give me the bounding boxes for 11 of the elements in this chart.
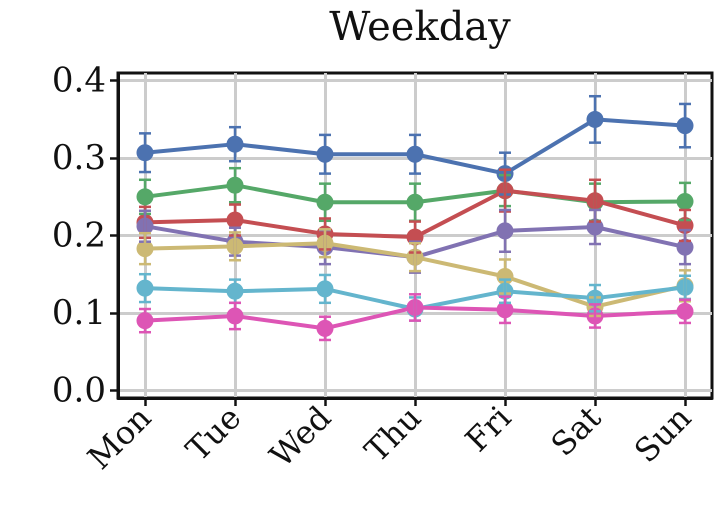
y-tick-label: 0.4 — [52, 60, 106, 101]
x-tick-label: Fri — [458, 398, 518, 460]
y-tick-label: 0.3 — [52, 138, 106, 178]
y-tick-label: 0.2 — [52, 216, 106, 256]
x-tick-label: Tue — [178, 398, 248, 468]
x-tick-label: Sun — [626, 398, 698, 470]
y-tick-label: 0.0 — [52, 370, 106, 410]
x-tick-label: Sat — [543, 398, 609, 464]
chart-title: Weekday — [329, 4, 512, 50]
y-tick-label: 0.1 — [52, 292, 106, 333]
x-tick-label: Thu — [357, 398, 428, 470]
